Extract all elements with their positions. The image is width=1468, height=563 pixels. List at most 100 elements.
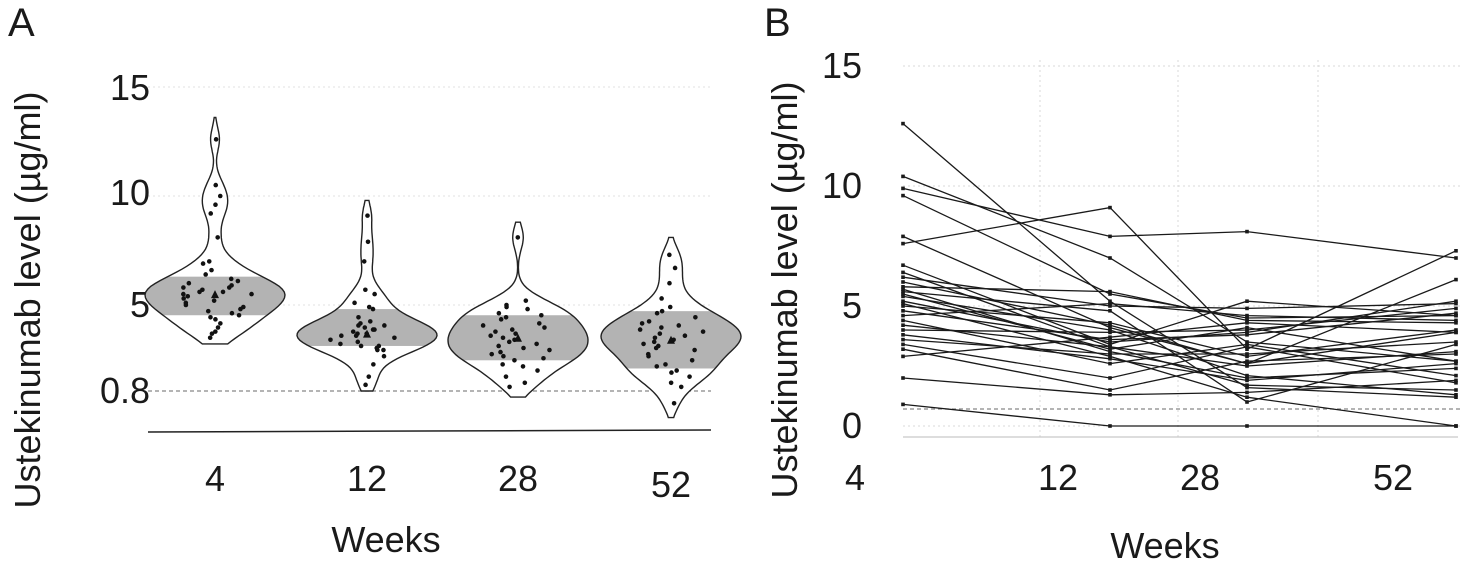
panel-b-data-point bbox=[1108, 328, 1112, 332]
panel-b-data-point bbox=[1454, 361, 1458, 366]
panel-b-data-point bbox=[1245, 400, 1249, 404]
panel-b-data-point bbox=[901, 299, 905, 303]
panel-a-data-point bbox=[205, 308, 211, 314]
panel-a-data-point bbox=[238, 306, 243, 312]
panel-a-data-point bbox=[213, 317, 218, 322]
panel-b-data-point bbox=[1245, 328, 1249, 332]
panel-b-data-point bbox=[1245, 385, 1249, 390]
panel-a-data-point bbox=[513, 331, 518, 336]
panel-b-data-point bbox=[901, 328, 905, 332]
panel-a-violins bbox=[144, 116, 742, 419]
panel-b-data-point bbox=[901, 186, 905, 191]
panel-a-data-point bbox=[489, 351, 495, 357]
panel-a-data-point bbox=[646, 319, 652, 324]
panel-b-data-point bbox=[1454, 378, 1458, 383]
panel-a-data-point bbox=[183, 302, 189, 308]
panel-a-data-point bbox=[381, 353, 387, 359]
panel-a-data-point bbox=[525, 306, 530, 312]
panel-a-data-point bbox=[197, 289, 202, 295]
panel-a-data-point bbox=[213, 137, 219, 142]
panel-a-data-point bbox=[363, 382, 368, 388]
panel-b-data-point bbox=[1245, 359, 1249, 363]
panel-a-violin-outline bbox=[447, 221, 589, 398]
panel-a-data-point bbox=[213, 182, 219, 188]
panel-a-data-point bbox=[181, 285, 186, 290]
panel-a-data-point bbox=[535, 368, 540, 373]
panel-b-data-point bbox=[1108, 325, 1112, 330]
panel-b-series-line bbox=[902, 348, 1457, 391]
panel-a-data-point bbox=[541, 355, 546, 361]
panel-b-data-point bbox=[901, 241, 905, 246]
panel-b-data-point bbox=[901, 309, 905, 313]
panel-a-violin-fill bbox=[448, 222, 588, 398]
panel-b-series-line bbox=[902, 322, 1457, 358]
panel-b-data-point bbox=[901, 347, 905, 351]
panel-b-data-point bbox=[901, 287, 905, 291]
panel-b-data-point bbox=[1108, 349, 1112, 354]
panel-b-data-point bbox=[1454, 328, 1458, 332]
panel-a-data-point bbox=[328, 337, 333, 343]
panel-a-data-point bbox=[671, 400, 677, 406]
panel-b-data-point bbox=[1108, 205, 1112, 210]
panel-b-data-point bbox=[1454, 342, 1458, 347]
panel-a-data-point bbox=[356, 323, 361, 328]
panel-b-data-point bbox=[901, 275, 905, 279]
panel-a-data-point bbox=[503, 374, 509, 379]
panel-b-data-point bbox=[1245, 313, 1249, 318]
panel-b-data-point bbox=[1454, 393, 1458, 397]
panel-a-data-point bbox=[382, 323, 387, 328]
panel-b-data-point bbox=[1245, 333, 1249, 337]
panel-a-median-marker bbox=[211, 290, 219, 299]
panel-b-data-point bbox=[1108, 256, 1112, 260]
panel-b-data-point bbox=[901, 342, 905, 347]
panel-a-data-point bbox=[206, 259, 212, 264]
panel-b-data-point bbox=[1245, 352, 1249, 356]
panel-b-data-point bbox=[901, 376, 905, 380]
panel-a-data-point bbox=[365, 213, 370, 218]
panel-b-data-point bbox=[1245, 342, 1249, 347]
panel-b-data-point bbox=[1454, 301, 1458, 306]
panel-b-x-tick-label: 28 bbox=[1180, 457, 1220, 498]
panel-a-data-point bbox=[352, 300, 357, 306]
panel-a-data-point bbox=[372, 291, 377, 297]
panel-a-violin-group-28 bbox=[447, 221, 589, 398]
panel-a-violin-outline bbox=[296, 199, 438, 392]
panel-b-data-point bbox=[1108, 357, 1112, 361]
panel-a-data-point bbox=[356, 314, 361, 320]
panel-a-x-axis-title: Weeks bbox=[331, 519, 440, 560]
panel-a-y-tick-label: 10 bbox=[110, 172, 150, 213]
panel-a-data-point bbox=[641, 341, 646, 347]
panel-a-data-point bbox=[208, 211, 214, 216]
panel-a-x-tick-label: 12 bbox=[347, 458, 387, 499]
panel-b-data-point bbox=[1108, 342, 1112, 347]
panel-b-data-point bbox=[901, 313, 905, 318]
panel-b-data-point bbox=[1108, 234, 1112, 239]
panel-a-data-point bbox=[371, 362, 376, 367]
panel-b-series-line bbox=[902, 338, 1457, 355]
panel-b-data-point bbox=[1454, 256, 1458, 260]
panel-b-x-tick-label: 4 bbox=[845, 457, 865, 498]
panel-b-series-line bbox=[902, 324, 1457, 367]
panel-b-x-tick-label: 12 bbox=[1038, 457, 1078, 498]
panel-a-data-point bbox=[523, 298, 529, 303]
panel-a-data-point bbox=[229, 310, 235, 316]
panel-a-data-point bbox=[646, 353, 651, 359]
panel-a-data-point bbox=[363, 287, 368, 293]
panel-a-data-point bbox=[372, 327, 377, 332]
panel-a-data-point bbox=[689, 357, 695, 363]
panel-a-data-point bbox=[667, 252, 672, 258]
panel-a-data-point bbox=[669, 370, 674, 375]
panel-b-data-point bbox=[1245, 299, 1249, 303]
panel-b-data-point bbox=[1454, 373, 1458, 378]
panel-a-data-point bbox=[663, 362, 668, 367]
panel-a-data-point bbox=[211, 298, 217, 303]
panel-a-data-point bbox=[338, 341, 343, 347]
panel-b-data-point bbox=[1245, 390, 1249, 395]
panel-b-x-tick-label: 52 bbox=[1373, 457, 1413, 498]
panel-a-data-point bbox=[668, 380, 674, 386]
panel-a-label: A bbox=[8, 1, 35, 45]
panel-b-series-line bbox=[902, 276, 1457, 310]
panel-b-data-point bbox=[1245, 229, 1249, 234]
panel-b-tick-labels: 0 5 10 15 4 12 28 52 bbox=[822, 45, 1413, 498]
